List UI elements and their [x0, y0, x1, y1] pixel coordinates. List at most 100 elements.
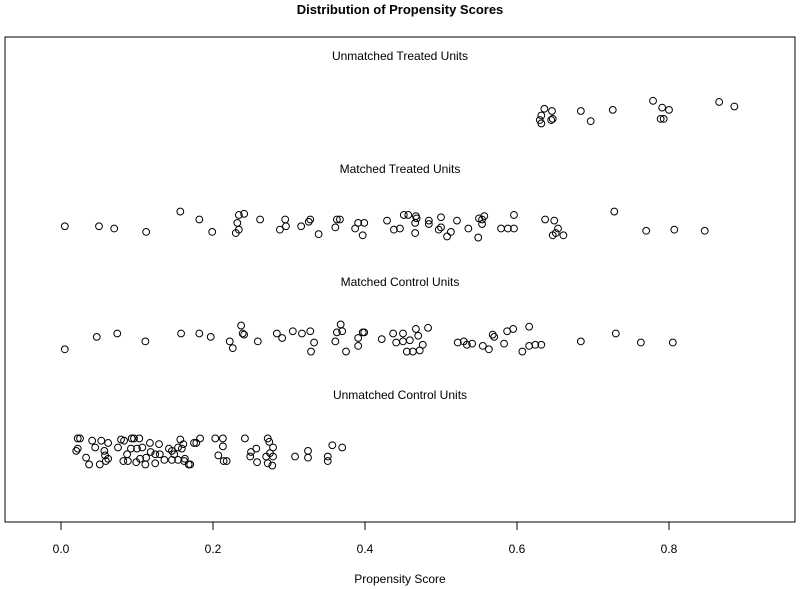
x-tick-label: 0.0: [53, 542, 70, 556]
point-matched-control-units: [288, 327, 297, 336]
point-unmatched-control-units: [186, 460, 195, 469]
point-matched-treated-units: [240, 209, 249, 218]
point-matched-treated-units: [453, 216, 461, 225]
point-matched-control-units: [60, 345, 69, 354]
point-unmatched-control-units: [155, 440, 163, 448]
point-matched-control-units: [272, 329, 281, 338]
x-tick-label: 0.4: [357, 542, 374, 556]
point-unmatched-control-units: [304, 453, 312, 462]
point-unmatched-treated-units: [540, 104, 549, 113]
point-matched-treated-units: [670, 225, 679, 234]
point-unmatched-control-units: [97, 436, 106, 445]
point-unmatched-control-units: [177, 444, 186, 453]
point-matched-treated-units: [480, 212, 489, 220]
point-unmatched-control-units: [151, 450, 160, 459]
point-unmatched-control-units: [85, 460, 94, 469]
point-matched-control-units: [453, 338, 462, 347]
point-unmatched-control-units: [304, 446, 312, 455]
point-matched-treated-units: [478, 220, 486, 228]
point-matched-treated-units: [297, 222, 306, 231]
point-matched-control-units: [237, 321, 246, 330]
point-unmatched-control-units: [123, 457, 132, 465]
point-matched-control-units: [415, 346, 424, 355]
point-matched-treated-units: [358, 231, 367, 240]
point-matched-control-units: [310, 338, 318, 347]
point-matched-treated-units: [434, 225, 443, 234]
point-matched-treated-units: [195, 215, 204, 224]
point-unmatched-treated-units: [548, 115, 557, 123]
point-matched-control-units: [478, 342, 487, 350]
chart-title: Distribution of Propensity Scores: [297, 2, 504, 17]
point-matched-control-units: [414, 331, 423, 340]
point-matched-control-units: [389, 329, 398, 338]
group-label-matched-control: Matched Control Units: [341, 275, 460, 289]
point-matched-control-units: [500, 339, 508, 348]
point-matched-control-units: [408, 347, 417, 356]
point-matched-control-units: [307, 347, 315, 356]
x-axis-label: Propensity Score: [354, 572, 446, 586]
point-matched-treated-units: [306, 215, 315, 224]
point-matched-treated-units: [399, 211, 408, 219]
point-unmatched-control-units: [146, 448, 155, 456]
point-unmatched-control-units: [338, 443, 347, 452]
point-unmatched-treated-units: [715, 98, 724, 106]
point-unmatched-control-units: [222, 457, 231, 465]
point-matched-control-units: [468, 339, 477, 348]
point-matched-treated-units: [281, 215, 290, 224]
point-matched-treated-units: [142, 228, 151, 236]
point-unmatched-treated-units: [608, 105, 617, 114]
point-matched-treated-units: [60, 222, 69, 231]
point-matched-control-units: [405, 336, 414, 345]
point-unmatched-control-units: [291, 452, 299, 461]
point-matched-treated-units: [424, 216, 433, 225]
point-matched-control-units: [537, 340, 546, 349]
point-matched-treated-units: [336, 215, 344, 224]
point-unmatched-control-units: [73, 434, 82, 443]
point-matched-control-units: [360, 328, 369, 337]
point-matched-treated-units: [497, 224, 505, 233]
point-unmatched-control-units: [328, 441, 337, 450]
point-matched-treated-units: [234, 211, 243, 219]
point-unmatched-treated-units: [537, 111, 546, 120]
point-unmatched-treated-units: [548, 107, 556, 115]
point-unmatched-control-units: [73, 444, 82, 453]
point-unmatched-treated-units: [576, 107, 585, 115]
point-unmatched-control-units: [268, 461, 277, 470]
point-unmatched-control-units: [219, 457, 228, 465]
point-unmatched-control-units: [211, 434, 220, 443]
point-matched-treated-units: [411, 218, 420, 227]
point-matched-control-units: [238, 329, 247, 338]
point-unmatched-treated-units: [656, 115, 665, 123]
point-matched-treated-units: [256, 215, 265, 224]
point-matched-treated-units: [510, 224, 518, 233]
point-matched-treated-units: [510, 211, 518, 219]
point-unmatched-treated-units: [586, 117, 595, 126]
point-matched-treated-units: [208, 228, 217, 236]
x-tick-label: 0.2: [205, 542, 222, 556]
point-matched-control-units: [399, 337, 407, 346]
point-matched-control-units: [525, 322, 534, 331]
point-matched-control-units: [377, 335, 386, 344]
group-label-unmatched-control: Unmatched Control Units: [333, 388, 467, 402]
point-matched-treated-units: [332, 215, 341, 224]
point-unmatched-treated-units: [649, 96, 657, 105]
point-matched-treated-units: [233, 218, 242, 227]
point-matched-treated-units: [383, 216, 391, 225]
point-matched-control-units: [113, 329, 122, 338]
point-matched-treated-units: [464, 224, 473, 233]
point-matched-control-units: [611, 329, 620, 338]
point-matched-control-units: [195, 329, 204, 338]
point-matched-control-units: [253, 337, 262, 346]
point-matched-control-units: [412, 325, 420, 333]
point-unmatched-control-units: [104, 439, 113, 447]
point-unmatched-treated-units: [547, 116, 556, 124]
point-matched-treated-units: [610, 207, 619, 216]
point-matched-treated-units: [110, 224, 119, 233]
point-matched-treated-units: [304, 217, 313, 226]
point-matched-treated-units: [411, 229, 420, 237]
point-matched-control-units: [518, 347, 527, 356]
point-unmatched-control-units: [82, 453, 90, 462]
point-unmatched-control-units: [192, 439, 201, 447]
point-unmatched-control-units: [127, 444, 135, 453]
point-matched-treated-units: [234, 225, 243, 234]
